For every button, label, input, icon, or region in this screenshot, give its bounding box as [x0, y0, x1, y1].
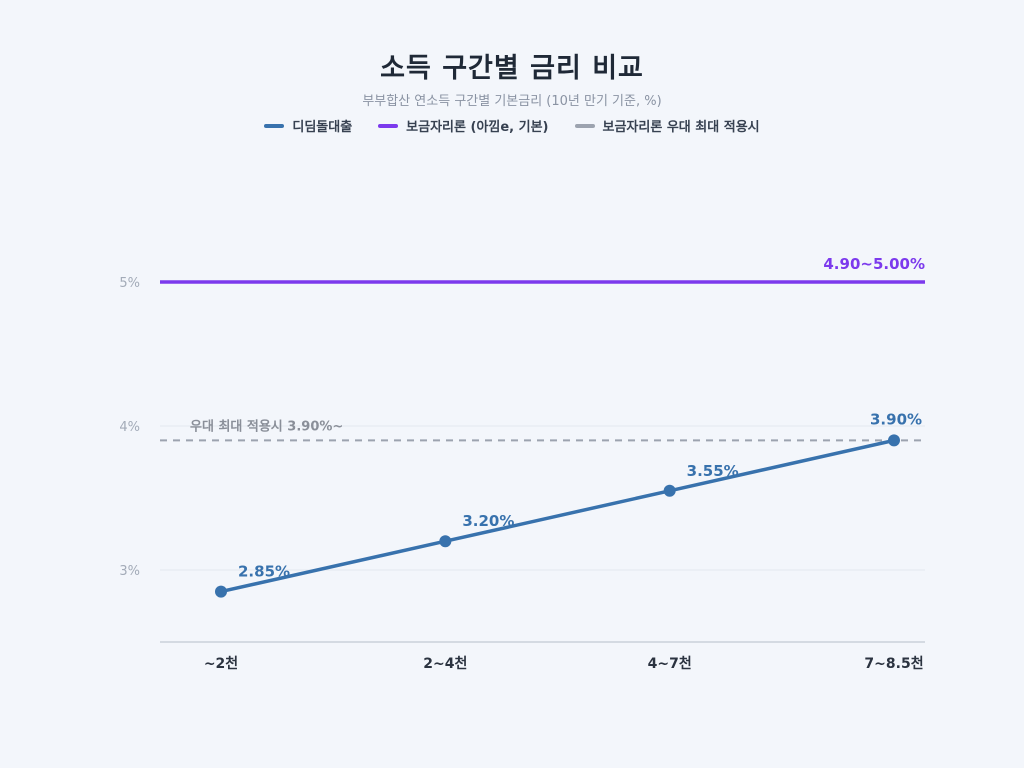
bogeumjari-base-label: 4.90~5.00% [823, 255, 925, 273]
didimdol-line [220, 438, 895, 594]
chart-title: 소득 구간별 금리 비교 [380, 53, 644, 84]
didimdol-point [663, 484, 676, 497]
didimdol-point [439, 535, 452, 548]
didimdol-data-label: 3.20% [462, 512, 514, 530]
x-tick-label: 2~4천 [423, 656, 467, 672]
legend-item-bogeumjari-max[interactable]: 보금자리론 우대 최대 적용시 [574, 116, 760, 135]
y-tick-label: 3% [119, 564, 140, 579]
legend-item-didimdol[interactable]: 디딤돌대출 [264, 116, 352, 135]
chart-subtitle: 부부합산 연소득 구간별 기본금리 (10년 만기 기준, %) [362, 94, 662, 109]
y-tick-label: 4% [119, 420, 140, 435]
legend-label-didimdol: 디딤돌대출 [292, 120, 353, 135]
x-tick-label: 4~7천 [648, 656, 692, 672]
legend-item-bogeumjari-base[interactable]: 보금자리론 (아낌e, 기본) [378, 116, 549, 135]
didimdol-point [888, 434, 900, 447]
didimdol-point [215, 585, 227, 598]
y-tick-label: 5% [119, 276, 140, 291]
didimdol-data-label: 2.85% [238, 563, 290, 581]
legend-label-bogeumjari-max: 보금자리론 우대 최대 적용시 [602, 120, 760, 135]
didimdol-data-label: 3.90% [870, 410, 922, 428]
bogeumjari-max-label: 우대 최대 적용시 3.90%~ [190, 418, 343, 434]
legend-label-bogeumjari-base: 보금자리론 (아낌e, 기본) [406, 120, 549, 135]
legend-swatch-bogeumjari-base [378, 123, 399, 128]
legend-swatch-didimdol [264, 123, 285, 128]
legend: 디딤돌대출 보금자리론 (아낌e, 기본) 보금자리론 우대 최대 적용시 [0, 116, 1024, 135]
x-tick-label: ~2천 [204, 656, 238, 672]
didimdol-data-label: 3.55% [687, 462, 739, 480]
x-tick-label: 7~8.5천 [864, 656, 923, 672]
legend-swatch-bogeumjari-max [574, 123, 595, 128]
